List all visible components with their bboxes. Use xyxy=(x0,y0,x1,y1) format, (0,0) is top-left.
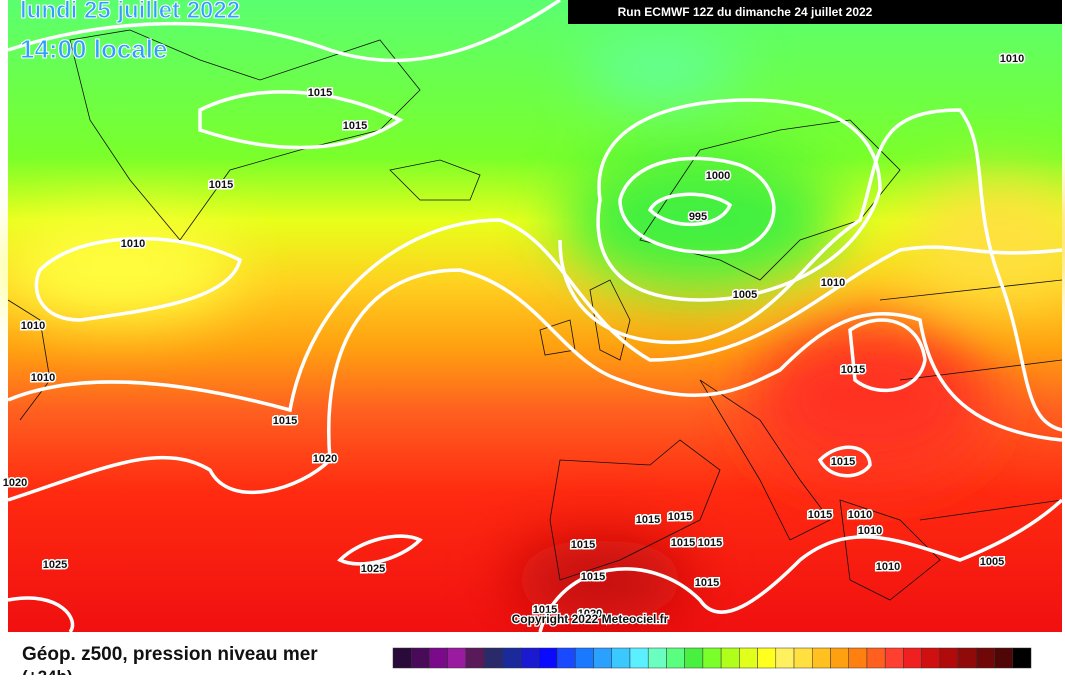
isobar-label: 1015 xyxy=(808,509,832,521)
color-swatch xyxy=(921,647,941,669)
isobar-label: 1010 xyxy=(858,525,882,537)
color-swatch xyxy=(830,647,849,669)
color-swatch xyxy=(556,647,576,669)
date: lundi 25 juillet 2022 xyxy=(20,0,240,24)
isobar-label: 1015 xyxy=(581,571,605,583)
isobar-label: 1015 xyxy=(533,604,557,616)
isobar-label: 1015 xyxy=(273,415,297,427)
isobar-label: 1015 xyxy=(831,456,855,468)
isobar-label: 1005 xyxy=(980,556,1004,568)
color-swatch xyxy=(1012,647,1032,669)
color-swatch xyxy=(593,647,612,669)
color-swatch xyxy=(447,647,467,669)
isobar-label: 1010 xyxy=(121,238,145,250)
color-swatch xyxy=(502,647,521,669)
isobar-label: 1015 xyxy=(698,537,722,549)
color-swatch xyxy=(666,647,685,669)
run-banner xyxy=(568,0,1062,24)
color-swatch xyxy=(848,647,868,669)
color-swatch xyxy=(976,647,995,669)
legend-title: Géop. z500, pression niveau mer xyxy=(22,644,318,665)
color-swatch xyxy=(957,647,977,669)
color-swatch xyxy=(538,647,558,669)
isobar-label: 1015 xyxy=(671,537,695,549)
isobar-label: 1000 xyxy=(706,170,730,182)
run-info: Run ECMWF 12Z du dimanche 24 juillet 202… xyxy=(618,5,873,19)
color-swatch xyxy=(611,647,631,669)
color-bar xyxy=(392,647,1032,669)
field xyxy=(8,0,1062,632)
color-swatch xyxy=(483,647,503,669)
color-swatch xyxy=(757,647,777,669)
time: 14:00 locale xyxy=(20,34,167,64)
isobar-label: 1005 xyxy=(733,289,757,301)
isobar-label: 1015 xyxy=(668,511,692,523)
isobars xyxy=(7,0,1064,634)
color-swatch xyxy=(684,647,704,669)
isobar-label: 1015 xyxy=(571,539,595,551)
isobar-label: 1015 xyxy=(695,577,719,589)
isobar-label: 1020 xyxy=(578,608,602,620)
color-swatch xyxy=(812,647,831,669)
color-swatch xyxy=(575,647,594,669)
isobar-label: 1015 xyxy=(308,87,332,99)
copyright: Copyright 2022 Meteociel.fr xyxy=(512,612,669,626)
isobar-label: 1025 xyxy=(361,563,385,575)
isobar-label: 1025 xyxy=(43,559,67,571)
color-swatch xyxy=(793,647,813,669)
color-swatch xyxy=(775,647,795,669)
color-swatch xyxy=(939,647,959,669)
color-swatch xyxy=(739,647,758,669)
color-swatch xyxy=(465,647,485,669)
isobar-label: 1015 xyxy=(636,514,660,526)
legend-subtitle: (+24h) xyxy=(22,667,73,675)
color-swatch xyxy=(520,647,540,669)
color-swatch xyxy=(429,647,448,669)
color-swatch xyxy=(994,647,1014,669)
isobar-labels: 1015101510151010101010101015102010201025… xyxy=(1,51,1025,621)
color-swatch xyxy=(884,647,904,669)
isobar-label: 1010 xyxy=(31,372,55,384)
isobar-label: 1010 xyxy=(848,509,872,521)
isobar-label: 995 xyxy=(689,211,707,223)
isobar-label: 1010 xyxy=(876,561,900,573)
isobar-label: 1010 xyxy=(21,320,45,332)
color-swatch xyxy=(720,647,740,669)
color-swatch xyxy=(866,647,886,669)
color-swatch xyxy=(410,647,430,669)
color-swatch xyxy=(647,647,667,669)
isobar-label: 1015 xyxy=(841,364,865,376)
color-swatch xyxy=(903,647,922,669)
color-swatch xyxy=(392,647,412,669)
color-swatch xyxy=(629,647,649,669)
isobar-label: 1015 xyxy=(209,179,233,191)
isobar-label: 1020 xyxy=(3,477,27,489)
color-swatch xyxy=(702,647,722,669)
isobar-label: 1010 xyxy=(821,277,845,289)
isobar-label: 1010 xyxy=(1000,53,1024,65)
isobar-label: 1020 xyxy=(313,453,337,465)
isobar-label: 1015 xyxy=(343,120,367,132)
